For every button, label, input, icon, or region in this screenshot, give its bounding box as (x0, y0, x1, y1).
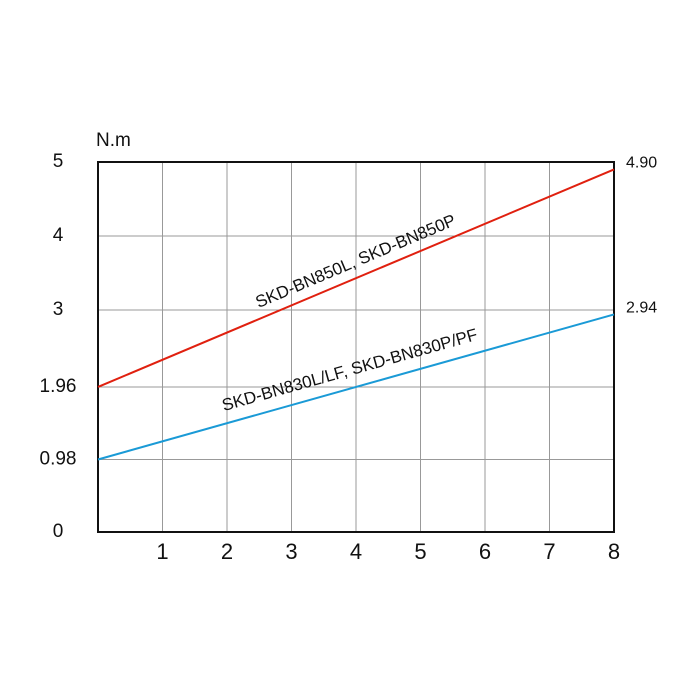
y-tick-label: 0 (53, 521, 64, 542)
y-axis-label: N.m (96, 130, 131, 151)
plot-frame (97, 161, 615, 533)
value-label: 4.90 (626, 155, 657, 172)
x-tick-label: 3 (285, 539, 297, 564)
x-tick-label: 1 (156, 539, 168, 564)
y-tick-label: 0.98 (40, 448, 77, 469)
x-tick-label: 8 (608, 539, 620, 564)
value-label: 2.94 (626, 300, 657, 317)
line (97, 313, 615, 461)
y-tick-label: 3 (53, 299, 64, 320)
x-tick-label: 5 (414, 539, 426, 564)
x-tick-label: 7 (543, 539, 555, 564)
x-tick-label: 6 (479, 539, 491, 564)
y-tick-label: 1.96 (40, 376, 77, 397)
y-tick-label: 4 (53, 225, 64, 246)
series-label: SKD-BN830L/LF, SKD-BN830P/PF (220, 325, 480, 415)
y-tick-label: 5 (53, 151, 64, 172)
x-tick-label: 2 (221, 539, 233, 564)
x-tick-label: 4 (350, 539, 362, 564)
line (97, 168, 615, 388)
